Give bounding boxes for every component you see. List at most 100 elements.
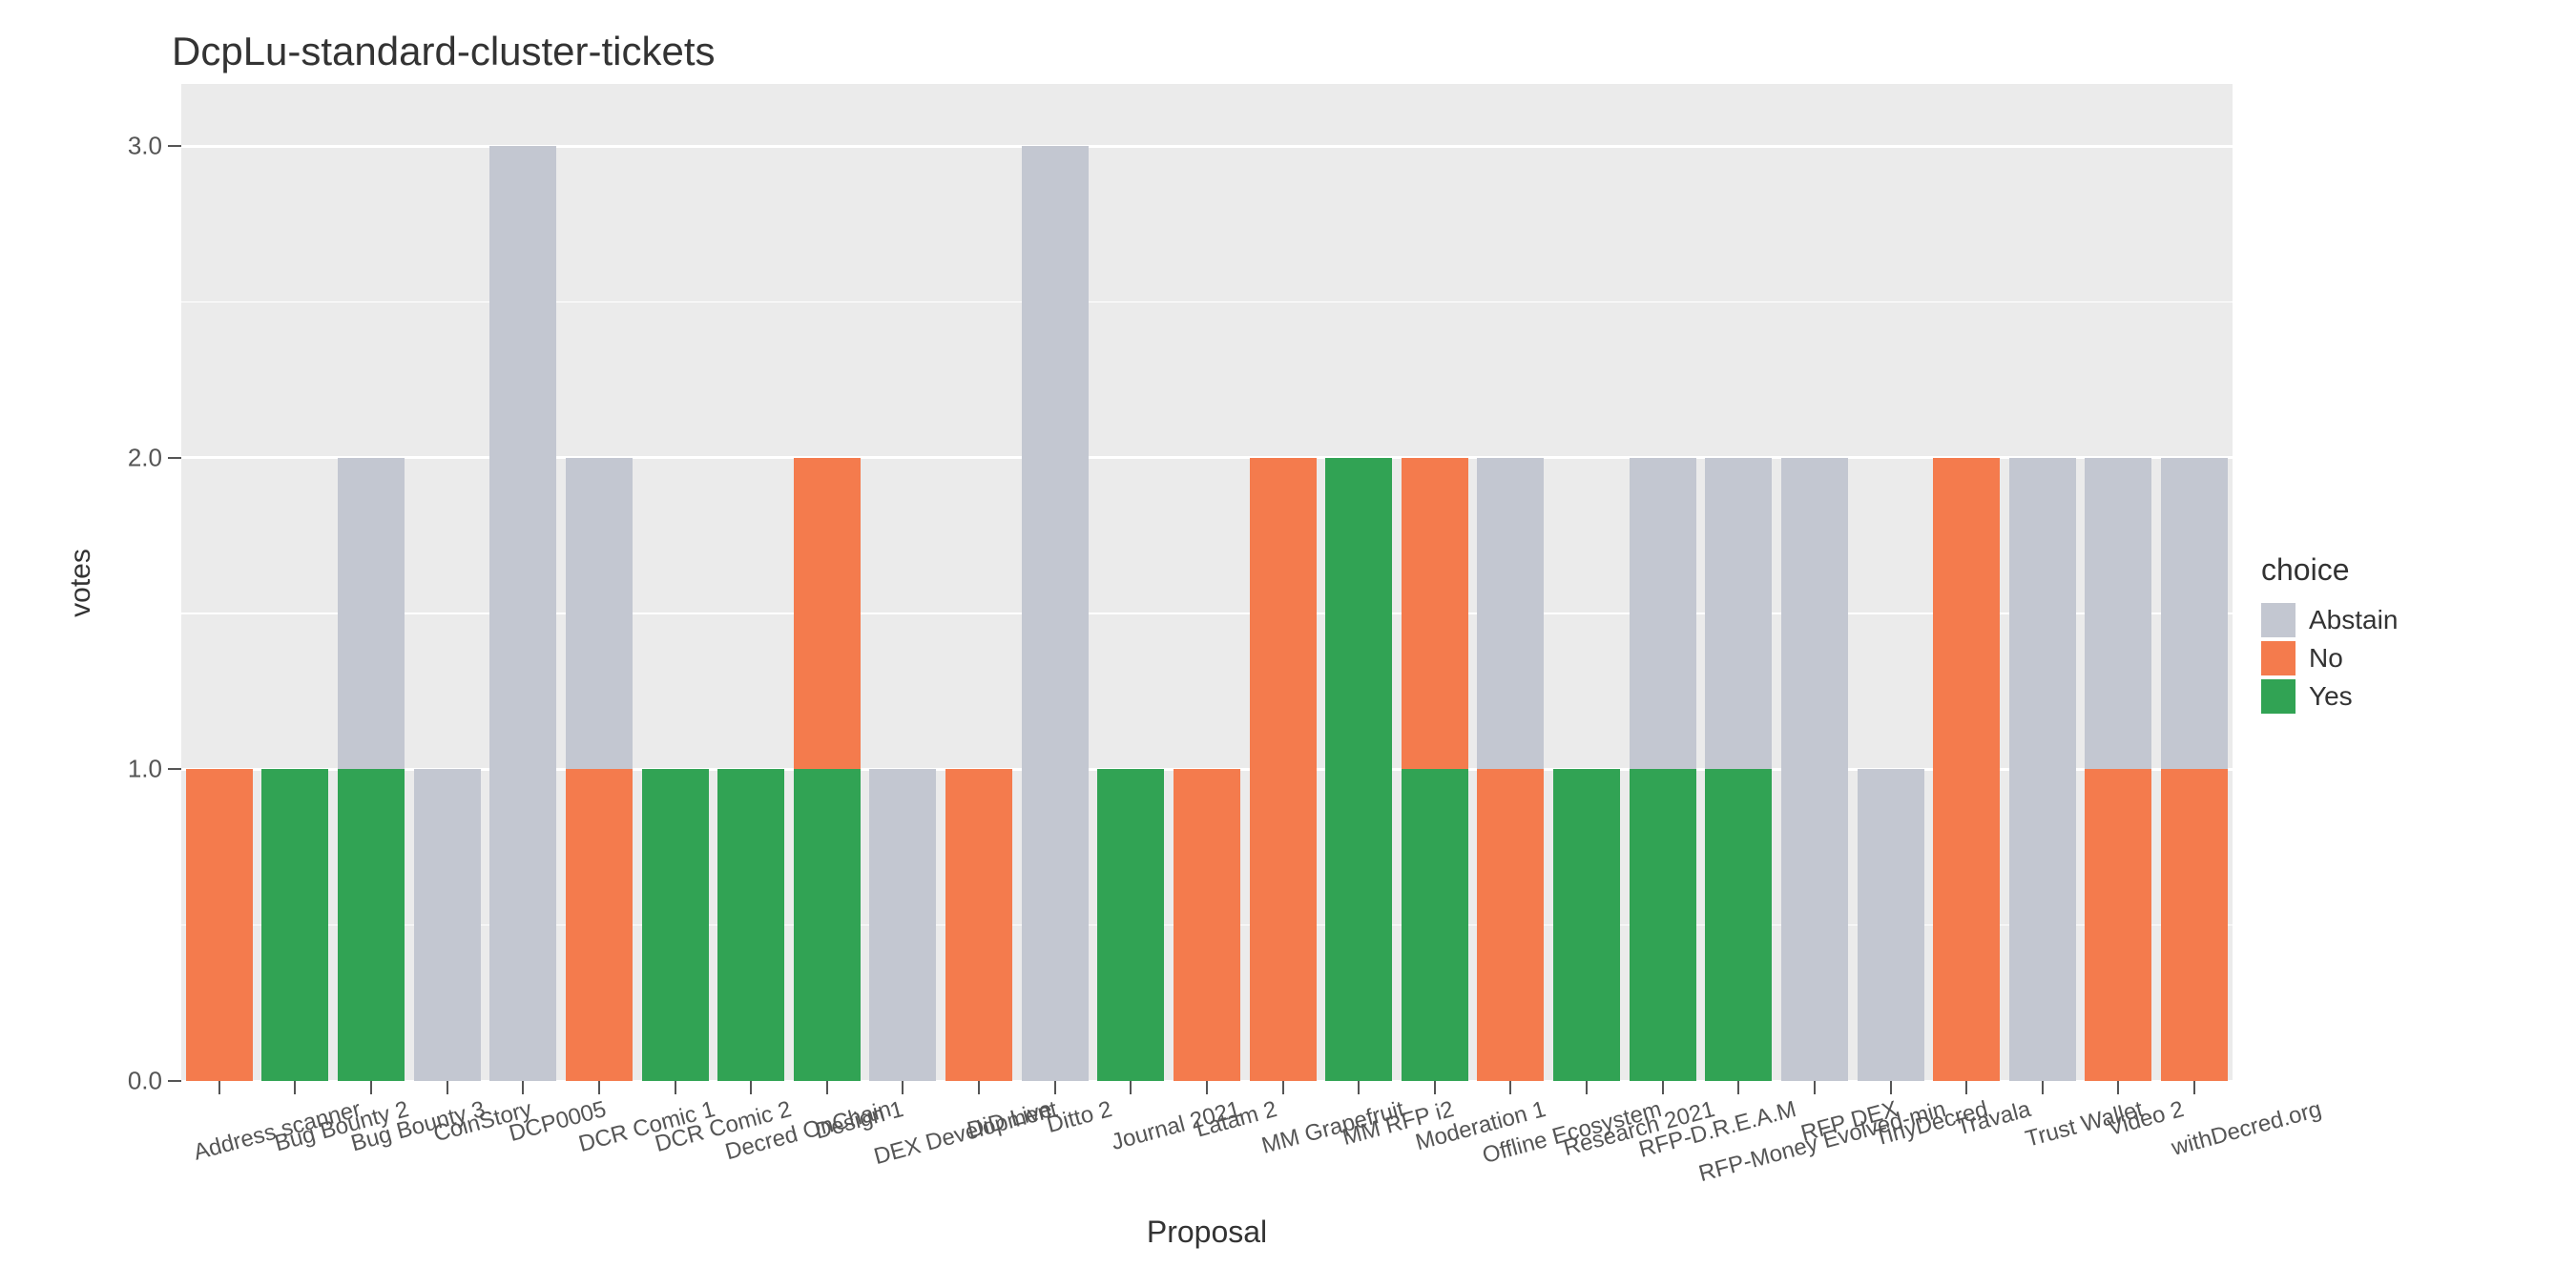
x-slot: Address scanner — [181, 1081, 258, 1234]
x-tick-mark — [1965, 1081, 1967, 1094]
bar-segment-abstain — [1781, 458, 1848, 1081]
x-tick-mark — [1054, 1081, 1056, 1094]
bar-segment-no — [2085, 769, 2151, 1081]
bar-segment-abstain — [414, 769, 481, 1081]
bar — [2161, 458, 2228, 1081]
x-slot: Bug Bounty 3 — [333, 1081, 409, 1234]
bar-slot — [1017, 84, 1093, 1081]
x-slot: MM Grapefruit — [1245, 1081, 1321, 1234]
chart-title: DcpLu-standard-cluster-tickets — [172, 29, 2233, 74]
legend-items: AbstainNoYes — [2261, 599, 2538, 717]
x-tick-mark — [2193, 1081, 2195, 1094]
bar-segment-abstain — [1022, 146, 1089, 1081]
legend-key-icon — [2261, 641, 2296, 675]
x-tick-mark — [218, 1081, 220, 1094]
bar — [1553, 769, 1620, 1081]
x-tick-mark — [2042, 1081, 2044, 1094]
bar — [566, 458, 633, 1081]
chart-root: DcpLu-standard-cluster-tickets votes 0.0… — [0, 0, 2576, 1288]
bar — [1858, 769, 1924, 1081]
y-axis: 0.01.02.03.0 — [105, 84, 181, 1081]
x-tick-mark — [1434, 1081, 1436, 1094]
bar-slot — [258, 84, 334, 1081]
x-slot: MM RFP i2 — [1320, 1081, 1397, 1234]
bar-slot — [409, 84, 486, 1081]
y-tick-mark — [168, 145, 181, 147]
bar-segment-abstain — [2009, 458, 2076, 1081]
bar-slot — [2005, 84, 2081, 1081]
bar-segment-abstain — [489, 146, 556, 1081]
y-tick-label: 1.0 — [128, 755, 162, 784]
chart-column: DcpLu-standard-cluster-tickets votes 0.0… — [57, 19, 2233, 1250]
bar-segment-no — [566, 769, 633, 1081]
bar — [1477, 458, 1544, 1081]
x-slot: Journal 2021 — [1093, 1081, 1170, 1234]
bar-segment-yes — [338, 769, 405, 1081]
x-tick-mark — [370, 1081, 372, 1094]
bar-slot — [865, 84, 942, 1081]
bar-slot — [941, 84, 1017, 1081]
bar — [794, 458, 861, 1081]
bar-segment-no — [1174, 769, 1240, 1081]
bar — [1705, 458, 1772, 1081]
bar-segment-abstain — [566, 458, 633, 770]
legend-item-yes: Yes — [2261, 679, 2538, 714]
bar — [1933, 458, 2000, 1081]
bar — [1174, 769, 1240, 1081]
x-slot: Ditto 2 — [1017, 1081, 1093, 1234]
bar-slot — [1320, 84, 1397, 1081]
x-slot: Decred OnChain — [713, 1081, 789, 1234]
bar — [717, 769, 784, 1081]
bar-segment-no — [1402, 458, 1468, 770]
bar-segment-abstain — [338, 458, 405, 770]
bar-slot — [713, 84, 789, 1081]
bar-slot — [561, 84, 637, 1081]
bar — [2009, 458, 2076, 1081]
bar — [1402, 458, 1468, 1081]
bar-slot — [2156, 84, 2233, 1081]
x-slot: DiD Live — [941, 1081, 1017, 1234]
x-slot: Offline Ecosystem — [1473, 1081, 1549, 1234]
bar — [2085, 458, 2151, 1081]
bar — [489, 146, 556, 1081]
bar-slot — [1093, 84, 1170, 1081]
bar — [1325, 458, 1392, 1081]
bar-segment-no — [1477, 769, 1544, 1081]
bar-slot — [1473, 84, 1549, 1081]
bar-segment-no — [1250, 458, 1317, 1081]
x-slot: DCR Comic 1 — [561, 1081, 637, 1234]
x-tick-mark — [1509, 1081, 1511, 1094]
bars-container — [181, 84, 2233, 1081]
x-slot: Research 2021 — [1548, 1081, 1625, 1234]
bar-slot — [1701, 84, 1777, 1081]
x-tick-mark — [294, 1081, 296, 1094]
bar-slot — [1245, 84, 1321, 1081]
x-tick-mark — [1586, 1081, 1588, 1094]
bar — [1250, 458, 1317, 1081]
bar-slot — [789, 84, 865, 1081]
plot-row: votes 0.01.02.03.0 — [57, 84, 2233, 1081]
legend-key-icon — [2261, 603, 2296, 637]
bar — [261, 769, 328, 1081]
x-slot: Bug Bounty 2 — [258, 1081, 334, 1234]
x-tick-mark — [598, 1081, 600, 1094]
x-tick-mark — [447, 1081, 448, 1094]
bar-segment-abstain — [2161, 458, 2228, 770]
x-tick-mark — [522, 1081, 524, 1094]
x-tick-mark — [1130, 1081, 1132, 1094]
bar-segment-abstain — [1630, 458, 1696, 770]
legend-key-icon — [2261, 679, 2296, 714]
x-tick-mark — [1282, 1081, 1284, 1094]
x-tick-mark — [1662, 1081, 1664, 1094]
bar-slot — [2081, 84, 2157, 1081]
x-tick-mark — [1737, 1081, 1739, 1094]
bar-segment-abstain — [1477, 458, 1544, 770]
bar-segment-yes — [1402, 769, 1468, 1081]
plot-panel — [181, 84, 2233, 1081]
bar-segment-yes — [261, 769, 328, 1081]
x-slot: withDecred.org — [2156, 1081, 2233, 1234]
x-slot: RFP-D.R.E.A.M — [1625, 1081, 1701, 1234]
x-tick-mark — [826, 1081, 828, 1094]
x-tick-mark — [675, 1081, 676, 1094]
x-tick-mark — [1814, 1081, 1816, 1094]
